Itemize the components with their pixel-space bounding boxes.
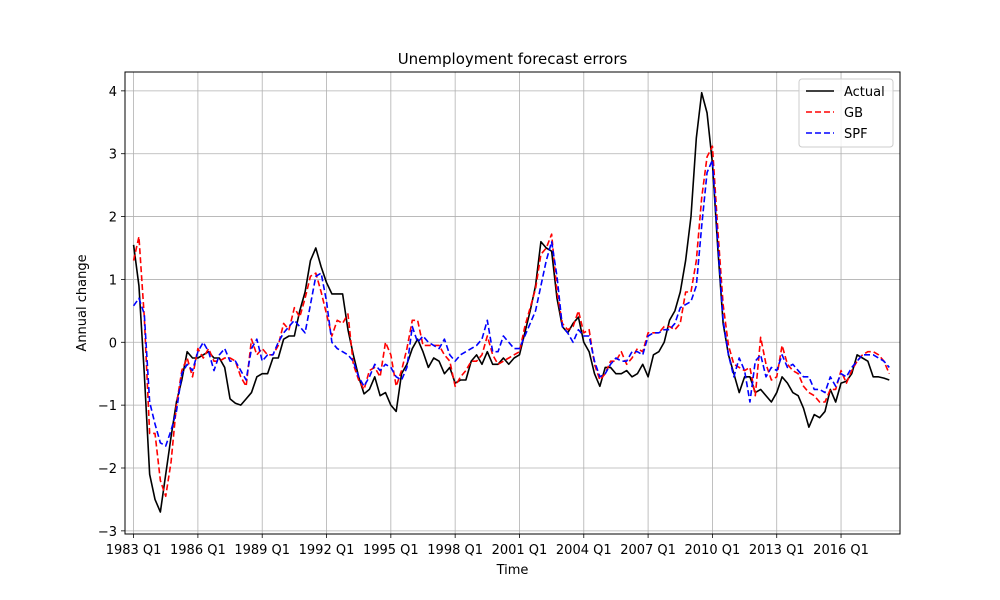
y-tick-label: −1 — [98, 399, 117, 414]
chart-title: Unemployment forecast errors — [398, 50, 628, 68]
x-tick-label: 2007 Q1 — [620, 543, 676, 558]
x-tick-label: 1983 Q1 — [106, 543, 162, 558]
series-line-gb — [132, 145, 891, 498]
legend-box — [798, 78, 894, 148]
y-axis: −3 −2 −1 0 1 2 3 4 — [98, 85, 125, 540]
x-tick-label: 2004 Q1 — [556, 543, 612, 558]
x-tick-label: 1998 Q1 — [427, 543, 483, 558]
legend-label-gb: GB — [844, 106, 863, 121]
series-lines — [132, 91, 891, 513]
x-axis: 1983 Q1 1986 Q1 1989 Q1 1992 Q1 1995 Q1 1998 … — [106, 534, 869, 558]
x-tick-label: 1989 Q1 — [234, 543, 290, 558]
x-tick-label: 1992 Q1 — [299, 543, 355, 558]
y-tick-label: 1 — [109, 273, 117, 288]
legend: Actual GB SPF — [798, 78, 894, 148]
x-tick-label: 1995 Q1 — [363, 543, 419, 558]
plot-frame — [124, 71, 901, 535]
y-tick-label: 0 — [109, 336, 117, 351]
y-tick-label: 4 — [109, 85, 117, 100]
y-axis-title: Annual change — [75, 254, 90, 351]
series-line-actual — [132, 91, 890, 513]
y-tick-label: 3 — [109, 148, 117, 163]
x-tick-label: 2010 Q1 — [685, 543, 741, 558]
y-tick-label: 2 — [109, 211, 117, 226]
series-line-spf — [132, 159, 890, 447]
legend-label-spf: SPF — [844, 127, 868, 142]
x-axis-title: Time — [496, 563, 529, 578]
legend-label-actual: Actual — [844, 85, 885, 100]
y-tick-label: −2 — [98, 462, 117, 477]
y-tick-label: −3 — [98, 525, 117, 540]
grid-lines — [125, 72, 900, 534]
x-tick-label: 2016 Q1 — [813, 543, 869, 558]
x-tick-label: 1986 Q1 — [170, 543, 226, 558]
x-tick-label: 2001 Q1 — [492, 543, 548, 558]
x-tick-label: 2013 Q1 — [749, 543, 805, 558]
